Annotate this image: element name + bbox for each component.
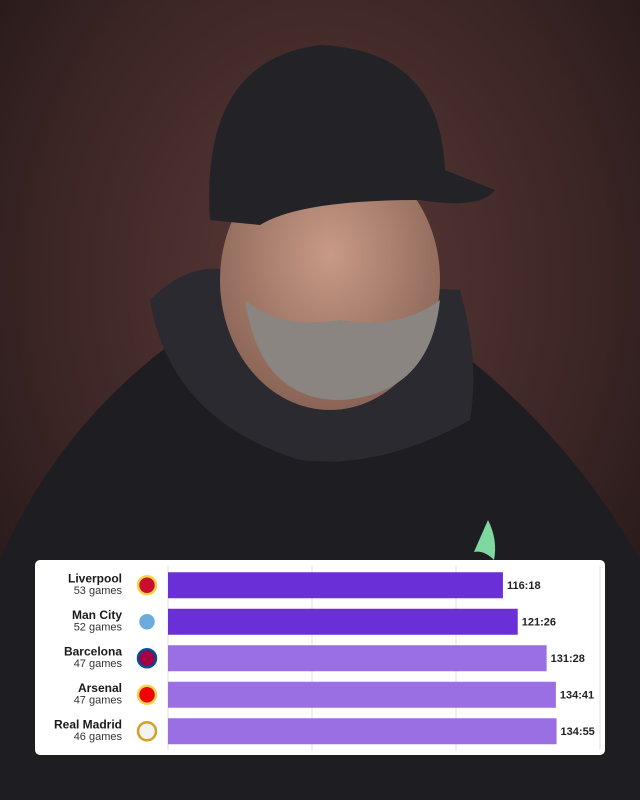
team-name: Man City [72, 608, 122, 622]
team-name: Real Madrid [54, 717, 122, 731]
games-count: 52 games [74, 622, 123, 634]
team-logo [136, 721, 158, 742]
team-name: Barcelona [64, 644, 122, 658]
beard [245, 300, 440, 400]
bar [168, 718, 557, 745]
bar [168, 572, 503, 599]
crest-logo [474, 520, 496, 560]
value-label: 134:55 [561, 726, 595, 738]
games-count: 53 games [74, 585, 123, 597]
value-label: 134:41 [560, 690, 594, 702]
cap [209, 45, 495, 225]
bar [168, 608, 518, 635]
team-logo [136, 575, 158, 596]
team-logo [136, 684, 158, 705]
value-label: 131:28 [551, 653, 585, 665]
value-label: 116:18 [507, 580, 541, 592]
games-count: 47 games [74, 695, 123, 707]
bar [168, 645, 547, 672]
team-logo [136, 648, 158, 669]
team-logo [136, 611, 158, 632]
team-name: Arsenal [78, 681, 122, 695]
team-name: Liverpool [68, 571, 122, 585]
games-count: 46 games [74, 731, 123, 743]
value-label: 121:26 [522, 617, 556, 629]
bar [168, 681, 556, 708]
games-count: 47 games [74, 658, 123, 670]
